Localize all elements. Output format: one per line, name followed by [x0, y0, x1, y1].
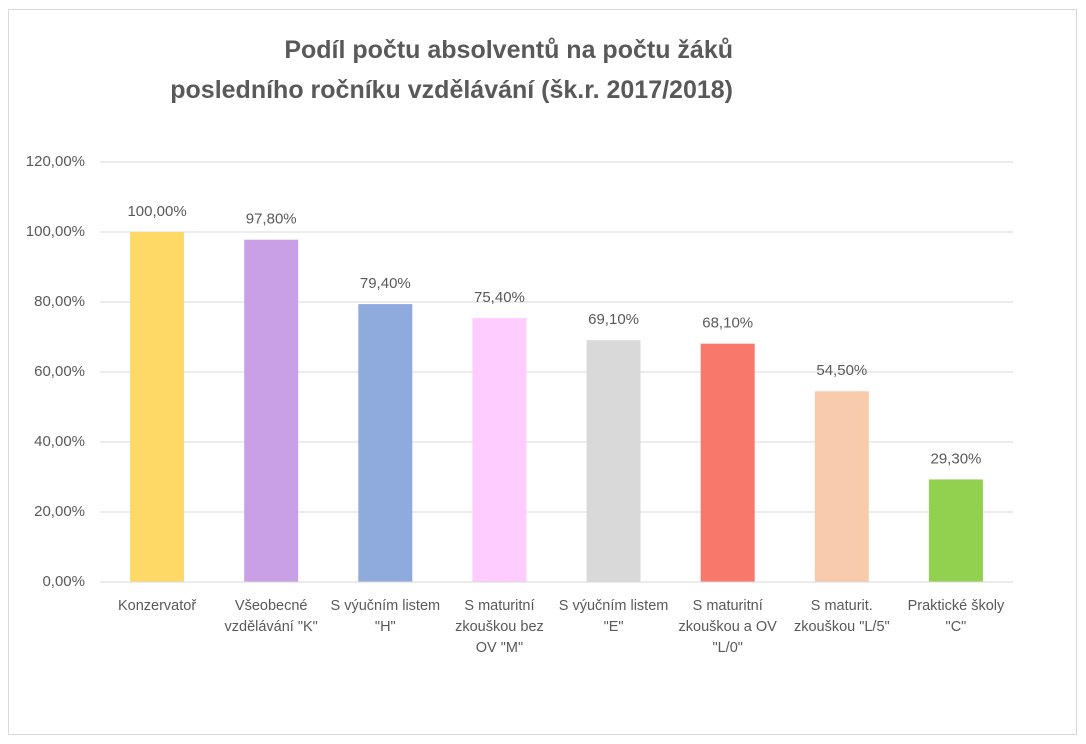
chart-frame — [8, 9, 1077, 735]
x-tick-label: Praktické školy "C" — [907, 598, 1005, 635]
y-tick-label: 120,00% — [26, 153, 85, 170]
x-tick-label: Konzervatoř — [117, 598, 197, 614]
chart-title: Podíl počtu absolventů na počtu žáků pos… — [170, 36, 733, 104]
data-label: 54,50% — [816, 362, 867, 379]
x-tick-label: S maturitní zkouškou a OV "L/0" — [678, 598, 777, 656]
data-label: 29,30% — [931, 450, 982, 467]
y-tick-label: 80,00% — [34, 293, 85, 310]
bar — [244, 239, 299, 582]
y-tick-label: 100,00% — [26, 223, 85, 240]
data-label: 68,10% — [702, 315, 753, 332]
bar — [814, 391, 869, 582]
x-tick-label: S výučním listem "H" — [330, 598, 441, 635]
bar — [130, 232, 185, 582]
bar — [472, 318, 527, 582]
data-label: 69,10% — [588, 311, 639, 328]
y-tick-label: 20,00% — [34, 503, 85, 520]
data-label: 79,40% — [360, 275, 411, 292]
y-tick-label: 60,00% — [34, 363, 85, 380]
x-tick-label: S výučním listem "E" — [558, 598, 669, 635]
bar — [586, 340, 641, 582]
data-label: 100,00% — [127, 203, 186, 220]
data-label: 97,80% — [246, 211, 297, 228]
y-tick-label: 40,00% — [34, 433, 85, 450]
x-tick-label: Všeobecné vzdělávání "K" — [224, 598, 318, 635]
data-label: 75,40% — [474, 289, 525, 306]
y-tick-label: 0,00% — [42, 573, 85, 590]
bar — [700, 343, 755, 582]
x-tick-label: S maturitní zkouškou bez OV "M" — [455, 598, 544, 656]
bar — [358, 304, 413, 582]
bar — [928, 479, 983, 582]
x-tick-label: S maturit. zkouškou "L/5" — [793, 598, 890, 635]
